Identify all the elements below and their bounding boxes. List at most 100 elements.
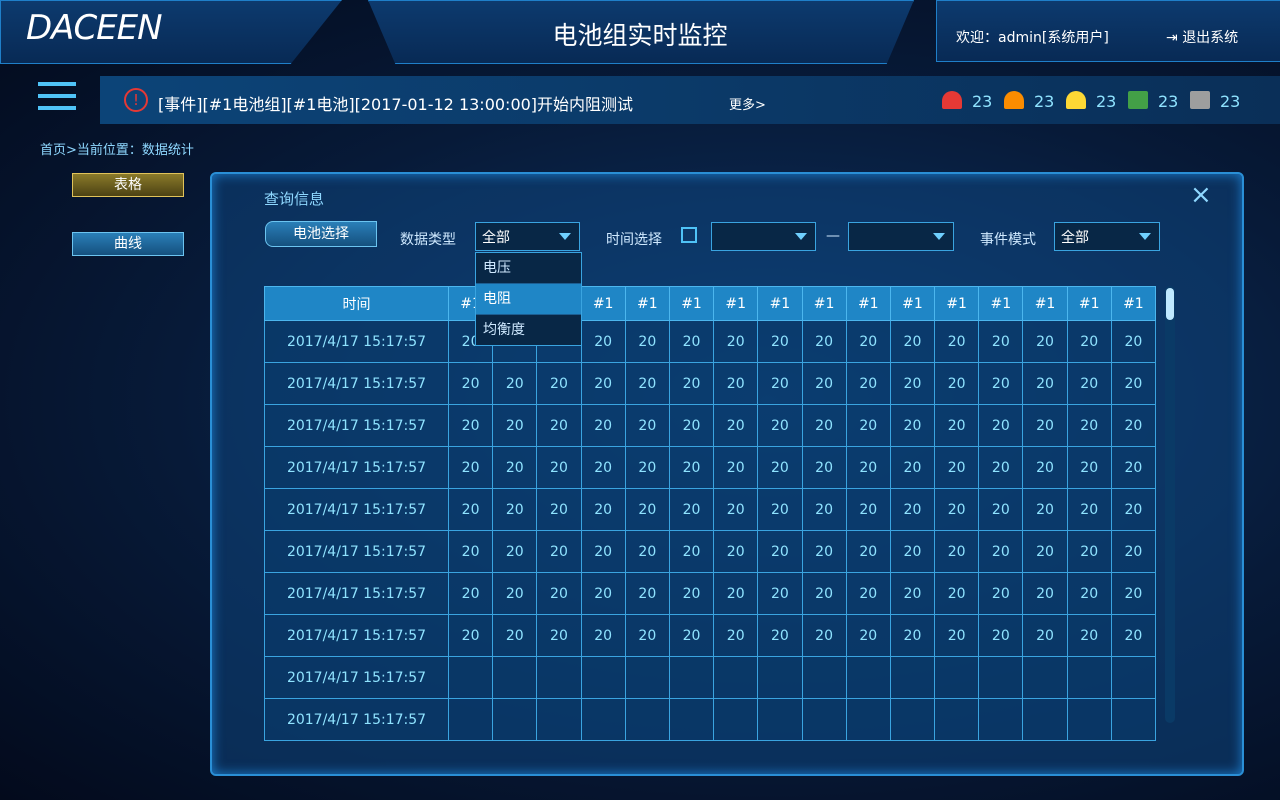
column-header: #1: [713, 286, 759, 321]
value-cell: [801, 698, 847, 741]
value-cell: 20: [668, 488, 715, 531]
table-row: 2017/4/17 15:17:57 20 20 20 20 20 20 20 20 20 20 20…: [264, 572, 1157, 615]
start-time-select[interactable]: [711, 222, 816, 251]
value-cell: 20: [845, 488, 891, 531]
value-cell: 20: [1066, 404, 1112, 447]
value-cell: 20: [668, 320, 715, 363]
value-cell: 20: [1110, 614, 1157, 657]
alarm-icon: [1190, 91, 1210, 109]
value-cell: 20: [845, 446, 891, 489]
value-cell: 20: [536, 404, 582, 447]
logo: DACEEN: [26, 8, 163, 48]
breadcrumb: 首页>当前位置：数据统计: [40, 143, 194, 158]
value-cell: [1066, 656, 1112, 699]
data-type-select[interactable]: 全部: [475, 222, 580, 251]
value-cell: 20: [934, 362, 980, 405]
chart-tab[interactable]: 曲线: [72, 232, 184, 256]
value-cell: [624, 698, 670, 741]
column-header: #1: [801, 286, 847, 321]
value-cell: 20: [668, 530, 715, 573]
logout-text[interactable]: 退出系统: [1182, 30, 1239, 46]
more-link[interactable]: 更多>: [729, 98, 766, 113]
value-cell: [447, 698, 494, 741]
time-cell: 2017/4/17 15:17:57: [264, 488, 449, 531]
value-cell: 20: [713, 404, 759, 447]
value-cell: 20: [624, 572, 670, 615]
value-cell: 20: [536, 488, 582, 531]
value-cell: 20: [978, 530, 1024, 573]
value-cell: 20: [713, 446, 759, 489]
table-tab[interactable]: 表格: [72, 173, 184, 197]
column-header: #1: [757, 286, 803, 321]
event-mode-select[interactable]: 全部: [1054, 222, 1160, 251]
value-cell: 20: [668, 404, 715, 447]
value-cell: 20: [713, 614, 759, 657]
menu-button[interactable]: [38, 82, 76, 112]
dropdown-option[interactable]: 电阻: [476, 283, 581, 314]
time-label: 时间选择: [606, 232, 662, 248]
value-cell: [713, 656, 759, 699]
alarm-icon: [1004, 91, 1024, 109]
value-cell: 20: [624, 362, 670, 405]
value-cell: 20: [447, 530, 494, 573]
dropdown-option[interactable]: 均衡度: [476, 314, 581, 345]
value-cell: 20: [580, 446, 626, 489]
dropdown-option[interactable]: 电压: [483, 260, 511, 276]
value-cell: 20: [713, 488, 759, 531]
value-cell: 20: [1066, 320, 1112, 363]
column-header: #1: [889, 286, 936, 321]
logout[interactable]: ⇥ 退出系统: [1166, 27, 1238, 47]
time-cell: 2017/4/17 15:17:57: [264, 320, 449, 363]
alarm-count: 23: [1220, 92, 1241, 111]
table-row: 2017/4/17 15:17:57 20 20 20 20 20 20 20 20 20 20 20…: [264, 362, 1157, 405]
value-cell: 20: [889, 320, 936, 363]
value-cell: 20: [801, 530, 847, 573]
value-cell: 20: [845, 572, 891, 615]
value-cell: 20: [978, 404, 1024, 447]
value-cell: 20: [580, 362, 626, 405]
value-cell: 20: [624, 446, 670, 489]
value-cell: 20: [492, 446, 538, 489]
value-cell: 20: [801, 404, 847, 447]
scroll-thumb[interactable]: [1166, 288, 1174, 320]
value-cell: 20: [492, 572, 538, 615]
value-cell: 20: [845, 362, 891, 405]
value-cell: [492, 656, 538, 699]
header-row: 时间#1#1#1#1#1#1#1#1#1#1#1#1#1#1#1#1: [264, 286, 1157, 321]
value-cell: 20: [1110, 446, 1157, 489]
value-cell: [536, 698, 582, 741]
value-cell: 20: [889, 614, 936, 657]
dropdown-arrow: [795, 233, 807, 240]
value-cell: 20: [624, 404, 670, 447]
value-cell: 20: [1066, 362, 1112, 405]
value-cell: 20: [801, 572, 847, 615]
value-cell: 20: [447, 362, 494, 405]
battery-select-button[interactable]: 电池选择: [265, 221, 377, 247]
close-button[interactable]: ×: [1190, 180, 1212, 210]
value-cell: [934, 656, 980, 699]
value-cell: [580, 656, 626, 699]
value-cell: 20: [757, 488, 803, 531]
column-header: #1: [845, 286, 891, 321]
value-cell: 20: [1066, 530, 1112, 573]
value-cell: 20: [536, 362, 582, 405]
value-cell: [1110, 698, 1157, 741]
value-cell: 20: [447, 446, 494, 489]
value-cell: [492, 698, 538, 741]
data-type-label: 数据类型: [400, 232, 456, 248]
value-cell: 20: [934, 488, 980, 531]
value-cell: 20: [934, 446, 980, 489]
value-cell: 20: [889, 572, 936, 615]
value-cell: 20: [1022, 362, 1068, 405]
time-cell: 2017/4/17 15:17:57: [264, 698, 449, 741]
value-cell: 20: [1110, 530, 1157, 573]
alarm-count: 23: [972, 92, 993, 111]
value-cell: 20: [624, 320, 670, 363]
value-cell: 20: [580, 320, 626, 363]
value-cell: 20: [492, 488, 538, 531]
value-cell: 20: [447, 614, 494, 657]
end-time-select[interactable]: [848, 222, 954, 251]
value-cell: 20: [757, 362, 803, 405]
value-cell: 20: [845, 320, 891, 363]
alarm-count: 23: [1158, 92, 1179, 111]
